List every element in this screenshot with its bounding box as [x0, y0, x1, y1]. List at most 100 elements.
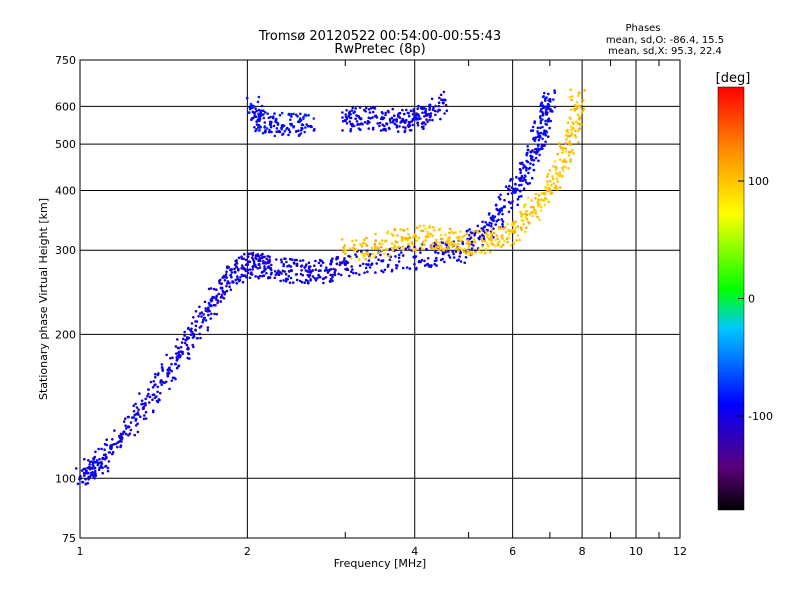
data-point — [255, 120, 258, 123]
data-point — [428, 118, 431, 122]
data-point — [556, 188, 559, 191]
data-point — [317, 261, 321, 265]
data-point — [291, 281, 295, 284]
data-point — [552, 182, 556, 185]
y-tick-labels: 75 100 200 300 400 500 600 750 — [55, 54, 76, 545]
data-point — [530, 199, 533, 202]
data-point — [511, 200, 514, 203]
data-point — [223, 279, 227, 282]
data-point — [507, 210, 511, 214]
data-point — [156, 390, 159, 394]
data-point — [365, 244, 369, 247]
data-point — [341, 119, 345, 123]
data-point — [570, 133, 573, 137]
data-point — [415, 226, 419, 230]
data-point — [377, 246, 380, 250]
data-point — [292, 125, 296, 128]
data-point — [518, 189, 522, 193]
data-point — [200, 325, 203, 328]
data-point — [388, 258, 392, 262]
data-point — [395, 126, 399, 129]
data-point — [435, 264, 438, 267]
data-point — [569, 117, 572, 121]
data-point — [547, 106, 550, 110]
colorbar-label: [deg] — [716, 71, 751, 86]
data-point — [485, 230, 488, 233]
data-point — [376, 122, 380, 125]
data-point — [551, 177, 555, 181]
data-point — [256, 253, 260, 256]
data-point — [91, 463, 94, 467]
data-point — [541, 95, 545, 99]
data-point — [123, 417, 127, 421]
data-point — [178, 350, 181, 354]
data-point — [533, 150, 536, 154]
data-point — [448, 243, 451, 246]
data-point — [399, 228, 402, 231]
data-point — [313, 127, 316, 131]
data-point — [237, 267, 240, 271]
data-point — [500, 218, 504, 221]
data-point — [426, 114, 429, 117]
data-point — [526, 145, 529, 148]
data-point — [348, 274, 351, 278]
data-point — [374, 239, 378, 242]
data-point — [235, 282, 239, 285]
data-point — [568, 150, 571, 154]
data-point — [543, 130, 546, 134]
data-point — [548, 188, 552, 193]
data-point — [251, 268, 254, 271]
data-point — [470, 247, 474, 250]
data-point — [567, 154, 571, 157]
data-point — [213, 296, 216, 299]
data-point — [298, 279, 302, 283]
data-point — [509, 177, 513, 181]
data-point — [458, 239, 462, 243]
data-point — [444, 250, 447, 254]
data-point — [363, 121, 367, 124]
data-point — [384, 239, 388, 242]
data-point — [521, 162, 524, 165]
data-point — [282, 263, 286, 266]
data-point — [350, 109, 354, 112]
data-point — [548, 180, 552, 183]
data-point — [367, 127, 371, 130]
data-point — [215, 288, 218, 292]
data-point — [81, 480, 84, 484]
data-point — [307, 113, 310, 117]
data-point — [299, 112, 302, 116]
data-point — [481, 245, 484, 248]
data-point — [354, 117, 357, 120]
data-point — [76, 482, 80, 486]
data-point — [434, 104, 437, 108]
data-point — [127, 425, 130, 428]
data-point — [416, 121, 420, 124]
data-point — [545, 111, 549, 115]
data-point — [402, 125, 405, 129]
data-point — [186, 346, 190, 350]
x-tick-labels: 1 2 4 6 8 10 12 — [77, 545, 688, 558]
data-point — [436, 110, 439, 113]
data-point — [144, 417, 148, 420]
data-point — [90, 471, 93, 475]
data-point — [417, 259, 421, 263]
data-point — [400, 235, 404, 239]
data-point — [343, 257, 346, 260]
data-point — [272, 124, 276, 128]
data-point — [206, 328, 210, 332]
data-point — [426, 257, 430, 260]
data-point — [558, 171, 562, 175]
data-point — [309, 270, 313, 274]
data-point — [269, 125, 273, 129]
data-point — [417, 104, 420, 108]
data-point — [488, 237, 491, 241]
data-point — [177, 364, 181, 368]
data-point — [497, 212, 500, 216]
data-point — [463, 247, 467, 251]
data-point — [250, 106, 254, 110]
data-point — [104, 455, 108, 459]
data-point — [578, 127, 581, 130]
data-point — [452, 252, 455, 256]
data-point — [305, 263, 308, 266]
data-point — [353, 243, 356, 247]
